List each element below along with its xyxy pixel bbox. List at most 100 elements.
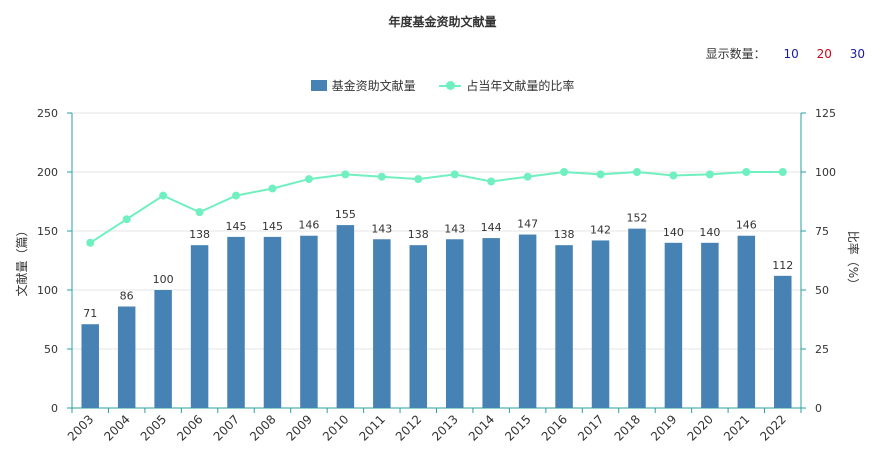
legend-item-bar-series[interactable]: 基金资助文献量 <box>310 77 416 94</box>
bar-data-label: 146 <box>298 219 319 232</box>
bar <box>774 275 792 408</box>
bar-data-label: 138 <box>554 228 575 241</box>
bar-data-label: 145 <box>262 220 283 233</box>
x-axis-tick-label: 2010 <box>320 412 351 443</box>
bar-data-label: 112 <box>772 259 793 272</box>
bar <box>664 242 683 408</box>
x-axis-tick-label: 2015 <box>502 412 533 443</box>
ratio-point <box>86 238 95 247</box>
display-count-option-20[interactable]: 20 <box>816 47 832 61</box>
bar <box>263 236 282 408</box>
bar <box>300 235 318 408</box>
right-axis-tick-label: 125 <box>815 107 836 120</box>
left-axis-title: 文献量（篇） <box>14 224 29 296</box>
ratio-point <box>122 215 131 224</box>
display-count-option-30[interactable]: 30 <box>849 47 865 61</box>
chart-title: 年度基金资助文献量 <box>388 15 497 29</box>
bar <box>701 242 719 408</box>
legend-bar-label: 基金资助文献量 <box>331 79 416 93</box>
bar <box>373 239 391 408</box>
ratio-point <box>742 168 751 176</box>
x-axis-tick-label: 2020 <box>684 412 715 443</box>
ratio-point <box>632 168 641 176</box>
bar <box>227 236 245 408</box>
ratio-point <box>523 172 532 181</box>
x-axis-tick-label: 2014 <box>466 412 497 443</box>
bar <box>591 240 610 408</box>
ratio-point <box>596 170 605 179</box>
ratio-point <box>232 191 241 200</box>
ratio-point <box>304 175 313 184</box>
bar <box>737 235 756 408</box>
right-axis-tick-label: 100 <box>815 166 836 179</box>
bar <box>409 245 428 408</box>
bar <box>518 234 537 408</box>
bar-data-label: 100 <box>153 273 174 286</box>
right-axis-tick-label: 75 <box>815 225 829 238</box>
bar <box>154 290 172 408</box>
x-axis-tick-label: 2009 <box>284 412 315 443</box>
display-count-control: 显示数量： 10 20 30 <box>706 45 865 62</box>
ratio-point <box>341 170 350 179</box>
chart-legend: 基金资助文献量 占当年文献量的比率 <box>0 77 885 94</box>
x-axis-tick-label: 2013 <box>429 412 460 443</box>
legend-line-label: 占当年文献量的比率 <box>466 79 575 93</box>
bar-data-label: 140 <box>699 226 720 239</box>
ratio-point <box>778 168 787 176</box>
left-axis-tick-label: 200 <box>37 166 58 179</box>
ratio-point <box>487 177 496 186</box>
x-axis-tick-label: 2003 <box>65 412 96 443</box>
x-axis-tick-label: 2016 <box>539 412 570 443</box>
bar-data-label: 143 <box>371 222 392 235</box>
display-count-label: 显示数量： <box>705 47 766 61</box>
bar-data-label: 155 <box>335 208 356 221</box>
ratio-point <box>268 184 277 193</box>
ratio-point <box>414 175 423 184</box>
bar-data-label: 138 <box>408 228 429 241</box>
bar <box>81 324 99 408</box>
left-axis-tick-label: 250 <box>37 107 58 120</box>
ratio-point <box>159 191 168 200</box>
ratio-point <box>669 171 678 180</box>
bar-data-label: 140 <box>663 226 684 239</box>
ratio-point <box>560 168 569 176</box>
bar <box>555 245 573 408</box>
bar-data-label: 152 <box>626 212 647 225</box>
bar-data-label: 144 <box>481 221 502 234</box>
ratio-point <box>377 172 386 181</box>
x-axis-tick-label: 2007 <box>211 412 242 443</box>
x-axis-tick-label: 2018 <box>612 412 643 443</box>
x-axis-tick-label: 2017 <box>575 412 606 443</box>
bar-data-label: 147 <box>517 218 538 231</box>
bar <box>628 228 646 408</box>
ratio-point <box>195 208 204 217</box>
bar <box>117 306 136 408</box>
x-axis-tick-label: 2005 <box>138 412 169 443</box>
bar <box>482 238 500 408</box>
right-axis-tick-label: 0 <box>815 402 822 415</box>
bar-data-label: 145 <box>226 220 247 233</box>
x-axis-tick-label: 2021 <box>721 412 752 443</box>
legend-line-swatch <box>439 80 462 91</box>
bar-data-label: 146 <box>736 219 757 232</box>
left-axis-tick-label: 0 <box>51 402 58 415</box>
x-axis-tick-label: 2012 <box>393 412 424 443</box>
x-axis-tick-label: 2022 <box>757 412 788 443</box>
ratio-point <box>450 170 459 179</box>
bar-data-label: 71 <box>83 307 97 320</box>
bar-data-label: 86 <box>120 290 134 303</box>
left-axis-tick-label: 100 <box>37 284 58 297</box>
left-axis-tick-label: 150 <box>37 225 58 238</box>
left-axis-tick-label: 50 <box>44 343 58 356</box>
x-axis-tick-label: 2019 <box>648 412 679 443</box>
x-axis-tick-label: 2006 <box>174 412 205 443</box>
ratio-point <box>705 170 714 179</box>
legend-bar-swatch <box>310 80 327 91</box>
right-axis-tick-label: 50 <box>815 284 829 297</box>
legend-item-line-series[interactable]: 占当年文献量的比率 <box>439 77 574 94</box>
x-axis-tick-label: 2008 <box>247 412 278 443</box>
display-count-option-10[interactable]: 10 <box>783 47 799 61</box>
x-axis-tick-label: 2011 <box>356 412 387 443</box>
bar-data-label: 142 <box>590 223 611 236</box>
